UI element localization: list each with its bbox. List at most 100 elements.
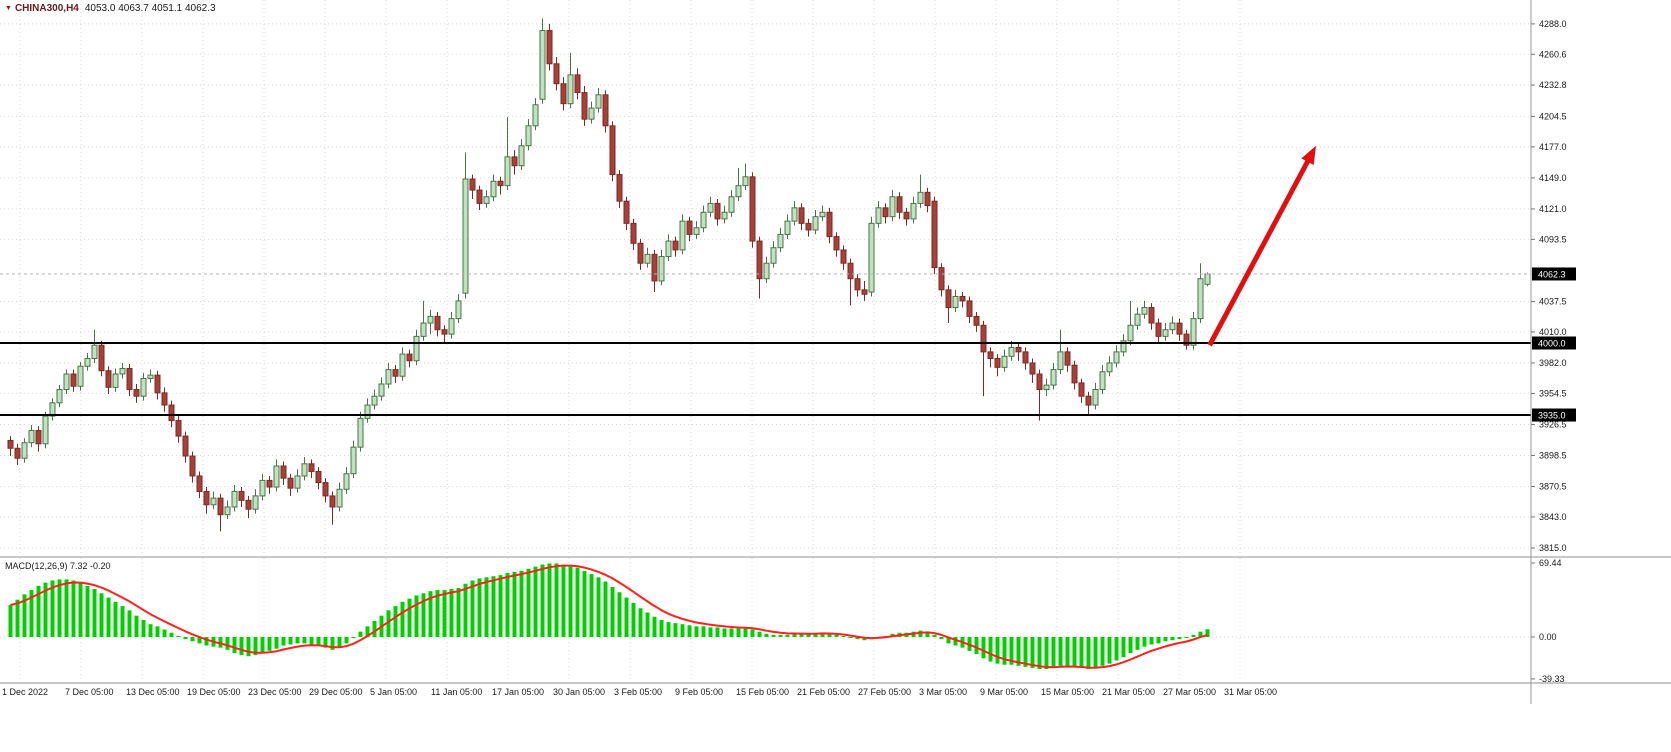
price-axis-label: 4093.5	[1539, 234, 1567, 244]
macd-bar	[743, 628, 748, 637]
macd-bar	[652, 616, 657, 637]
macd-bar	[1051, 637, 1056, 668]
candle-body	[49, 402, 56, 417]
candle-body	[406, 353, 413, 362]
macd-bar	[71, 580, 76, 637]
macd-bar	[533, 566, 538, 637]
candle-body	[70, 373, 77, 387]
macd-bar	[1086, 637, 1091, 669]
candle-body	[483, 196, 490, 204]
candle-body	[1036, 373, 1043, 391]
macd-bar	[463, 583, 468, 637]
candle-body	[518, 145, 525, 167]
macd-bar	[995, 637, 1000, 664]
candle-body	[1113, 351, 1120, 364]
macd-bar	[624, 597, 629, 637]
candle-body	[959, 295, 966, 302]
macd-bar	[953, 637, 958, 646]
macd-bar	[589, 574, 594, 637]
macd-bar	[631, 602, 636, 637]
candle-body	[273, 465, 280, 488]
price-axis[interactable]: 4288.0 4260.6 4232.8 4204.5 4177.0 4149.0 4121…	[1531, 19, 1576, 553]
macd-bar	[680, 624, 685, 637]
trend-arrow-head[interactable]	[1301, 145, 1316, 165]
candle-body	[1092, 389, 1099, 406]
time-axis-label: 27 Mar 05:00	[1163, 687, 1216, 697]
time-axis-label: 3 Feb 05:00	[614, 687, 662, 697]
candle-body	[1050, 369, 1057, 386]
trend-arrow-shaft[interactable]	[1207, 156, 1312, 347]
macd-bar	[50, 580, 55, 637]
macd-bar	[1198, 631, 1203, 637]
macd-bar	[456, 587, 461, 637]
candle-body	[21, 442, 28, 459]
time-axis-label: 30 Jan 05:00	[553, 687, 605, 697]
candle-body	[791, 207, 798, 222]
macd-bar	[1177, 637, 1182, 640]
macd-bar	[582, 570, 587, 637]
candle-body	[777, 233, 784, 249]
time-axis-label: 21 Mar 05:00	[1102, 687, 1155, 697]
candle-body	[1085, 395, 1092, 406]
macd-bar	[386, 610, 391, 637]
macd-bar	[1163, 637, 1168, 642]
macd-bar	[218, 637, 223, 648]
candle-body	[532, 104, 539, 127]
candle-body	[378, 383, 385, 397]
macd-bar	[120, 606, 125, 637]
macd-bar	[393, 606, 398, 637]
macd-bar	[827, 633, 832, 637]
candle-body	[1057, 351, 1064, 371]
candle-body	[672, 240, 679, 251]
candle-body	[1204, 273, 1211, 285]
candle-body	[567, 74, 574, 105]
price-badge	[1532, 408, 1576, 422]
candle-body	[952, 295, 959, 309]
macd-bar	[1184, 637, 1189, 639]
candle-body	[602, 94, 609, 127]
macd-axis[interactable]: 69.44 0.00 -39.33	[1531, 558, 1565, 684]
candle-body	[889, 196, 896, 218]
macd-bar	[365, 626, 370, 637]
time-axis-label: 29 Dec 05:00	[309, 687, 363, 697]
panel-separator[interactable]	[0, 682, 1671, 684]
time-axis[interactable]: 1 Dec 2022 7 Dec 05:00 13 Dec 05:00 19 Dec …	[2, 687, 1277, 697]
macd-bar	[239, 637, 244, 656]
candle-body	[756, 240, 763, 280]
candle-body	[833, 236, 840, 251]
macd-histogram	[8, 563, 1210, 669]
macd-bar	[596, 577, 601, 637]
macd-bar	[99, 593, 104, 637]
macd-bar	[715, 627, 720, 637]
candle-body	[1078, 382, 1085, 397]
candle-body	[1008, 346, 1015, 357]
candle-body	[707, 202, 714, 213]
time-axis-label: 15 Feb 05:00	[736, 687, 789, 697]
macd-bar	[407, 598, 412, 637]
candle-body	[826, 211, 833, 238]
macd-bar	[435, 590, 440, 637]
panel-separator[interactable]	[0, 556, 1671, 558]
macd-bar	[414, 595, 419, 637]
candle-body	[231, 490, 238, 508]
candle-body	[700, 211, 707, 229]
macd-bar	[1037, 637, 1042, 669]
candle-body	[294, 475, 301, 489]
candle-body	[210, 497, 217, 506]
candle-body	[630, 222, 637, 244]
macd-bar	[225, 637, 230, 650]
candle-body	[749, 176, 756, 242]
candle-body	[868, 222, 875, 293]
macd-bar	[498, 575, 503, 637]
candle-body	[385, 369, 392, 385]
candle-body	[448, 318, 455, 335]
macd-bar	[512, 571, 517, 637]
candle-body	[637, 242, 644, 264]
macd-bar	[127, 610, 132, 637]
macd-bar	[176, 635, 181, 637]
candle-body	[651, 253, 658, 282]
macd-bar	[162, 629, 167, 637]
macd-bar	[1191, 634, 1196, 637]
candle-body	[175, 420, 182, 437]
